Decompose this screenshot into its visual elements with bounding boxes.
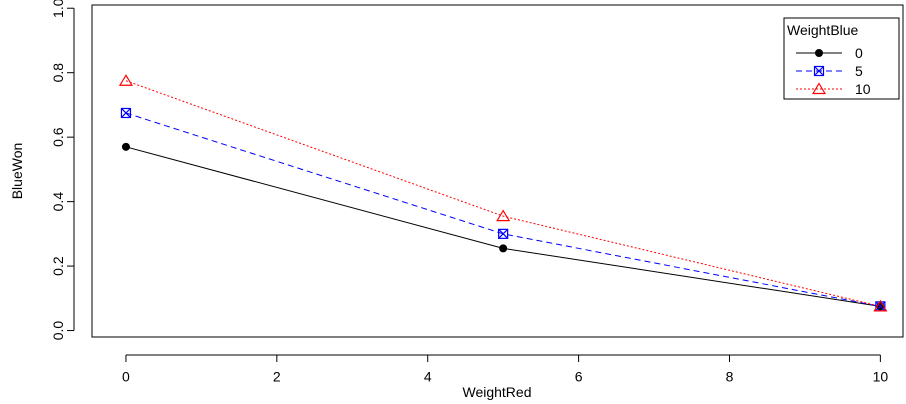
x-axis-label: WeightRed: [462, 384, 531, 400]
x-tick-label: 2: [273, 368, 281, 384]
legend-label-10: 10: [855, 81, 871, 97]
y-tick-label: 0.2: [50, 256, 66, 276]
marker-box: [813, 65, 825, 77]
legend-label-0: 0: [855, 45, 863, 61]
legend-label-5: 5: [855, 63, 863, 79]
series-layer: [118, 74, 888, 312]
marker-cross-b: [498, 228, 509, 239]
x-tick-label: 8: [726, 368, 734, 384]
legend-box: [783, 17, 900, 100]
y-tick-label: 0.6: [50, 127, 66, 147]
x-tick-label: 10: [873, 368, 889, 384]
x-axis: 0 2 4 6 8 10: [122, 354, 889, 384]
marker-cross-b: [121, 108, 131, 118]
y-tick-label: 0.4: [50, 192, 66, 212]
legend-marker-10: [811, 82, 827, 95]
legend: WeightBlue 0 5 10: [783, 17, 900, 100]
y-axis-label: BlueWon: [9, 143, 25, 200]
marker-box: [498, 228, 509, 239]
data-point-0: [499, 244, 508, 253]
legend-title: WeightBlue: [787, 22, 859, 38]
legend-marker-5: [813, 65, 825, 77]
data-point-5: [498, 228, 509, 239]
marker-box: [120, 107, 132, 119]
series-line-0: [125, 146, 881, 307]
y-tick-label: 1.0: [50, 0, 66, 18]
series-line-5: [125, 112, 881, 307]
data-point-10: [873, 299, 888, 312]
x-tick-label: 6: [575, 368, 583, 384]
x-tick-label: 4: [424, 368, 432, 384]
data-point-10: [118, 74, 134, 86]
y-axis: 0.0 0.2 0.4 0.6 0.8 1.0: [50, 0, 75, 341]
x-tick-label: 0: [122, 368, 130, 384]
plot-frame: [91, 4, 904, 338]
legend-marker-0: [815, 49, 823, 57]
y-tick-label: 0.0: [50, 321, 66, 341]
marker-cross-b: [814, 66, 824, 76]
series-line-10: [125, 80, 881, 307]
data-point-5: [120, 107, 132, 119]
data-point-10: [496, 209, 511, 222]
y-tick-label: 0.8: [50, 63, 66, 83]
data-point-0: [121, 142, 130, 151]
